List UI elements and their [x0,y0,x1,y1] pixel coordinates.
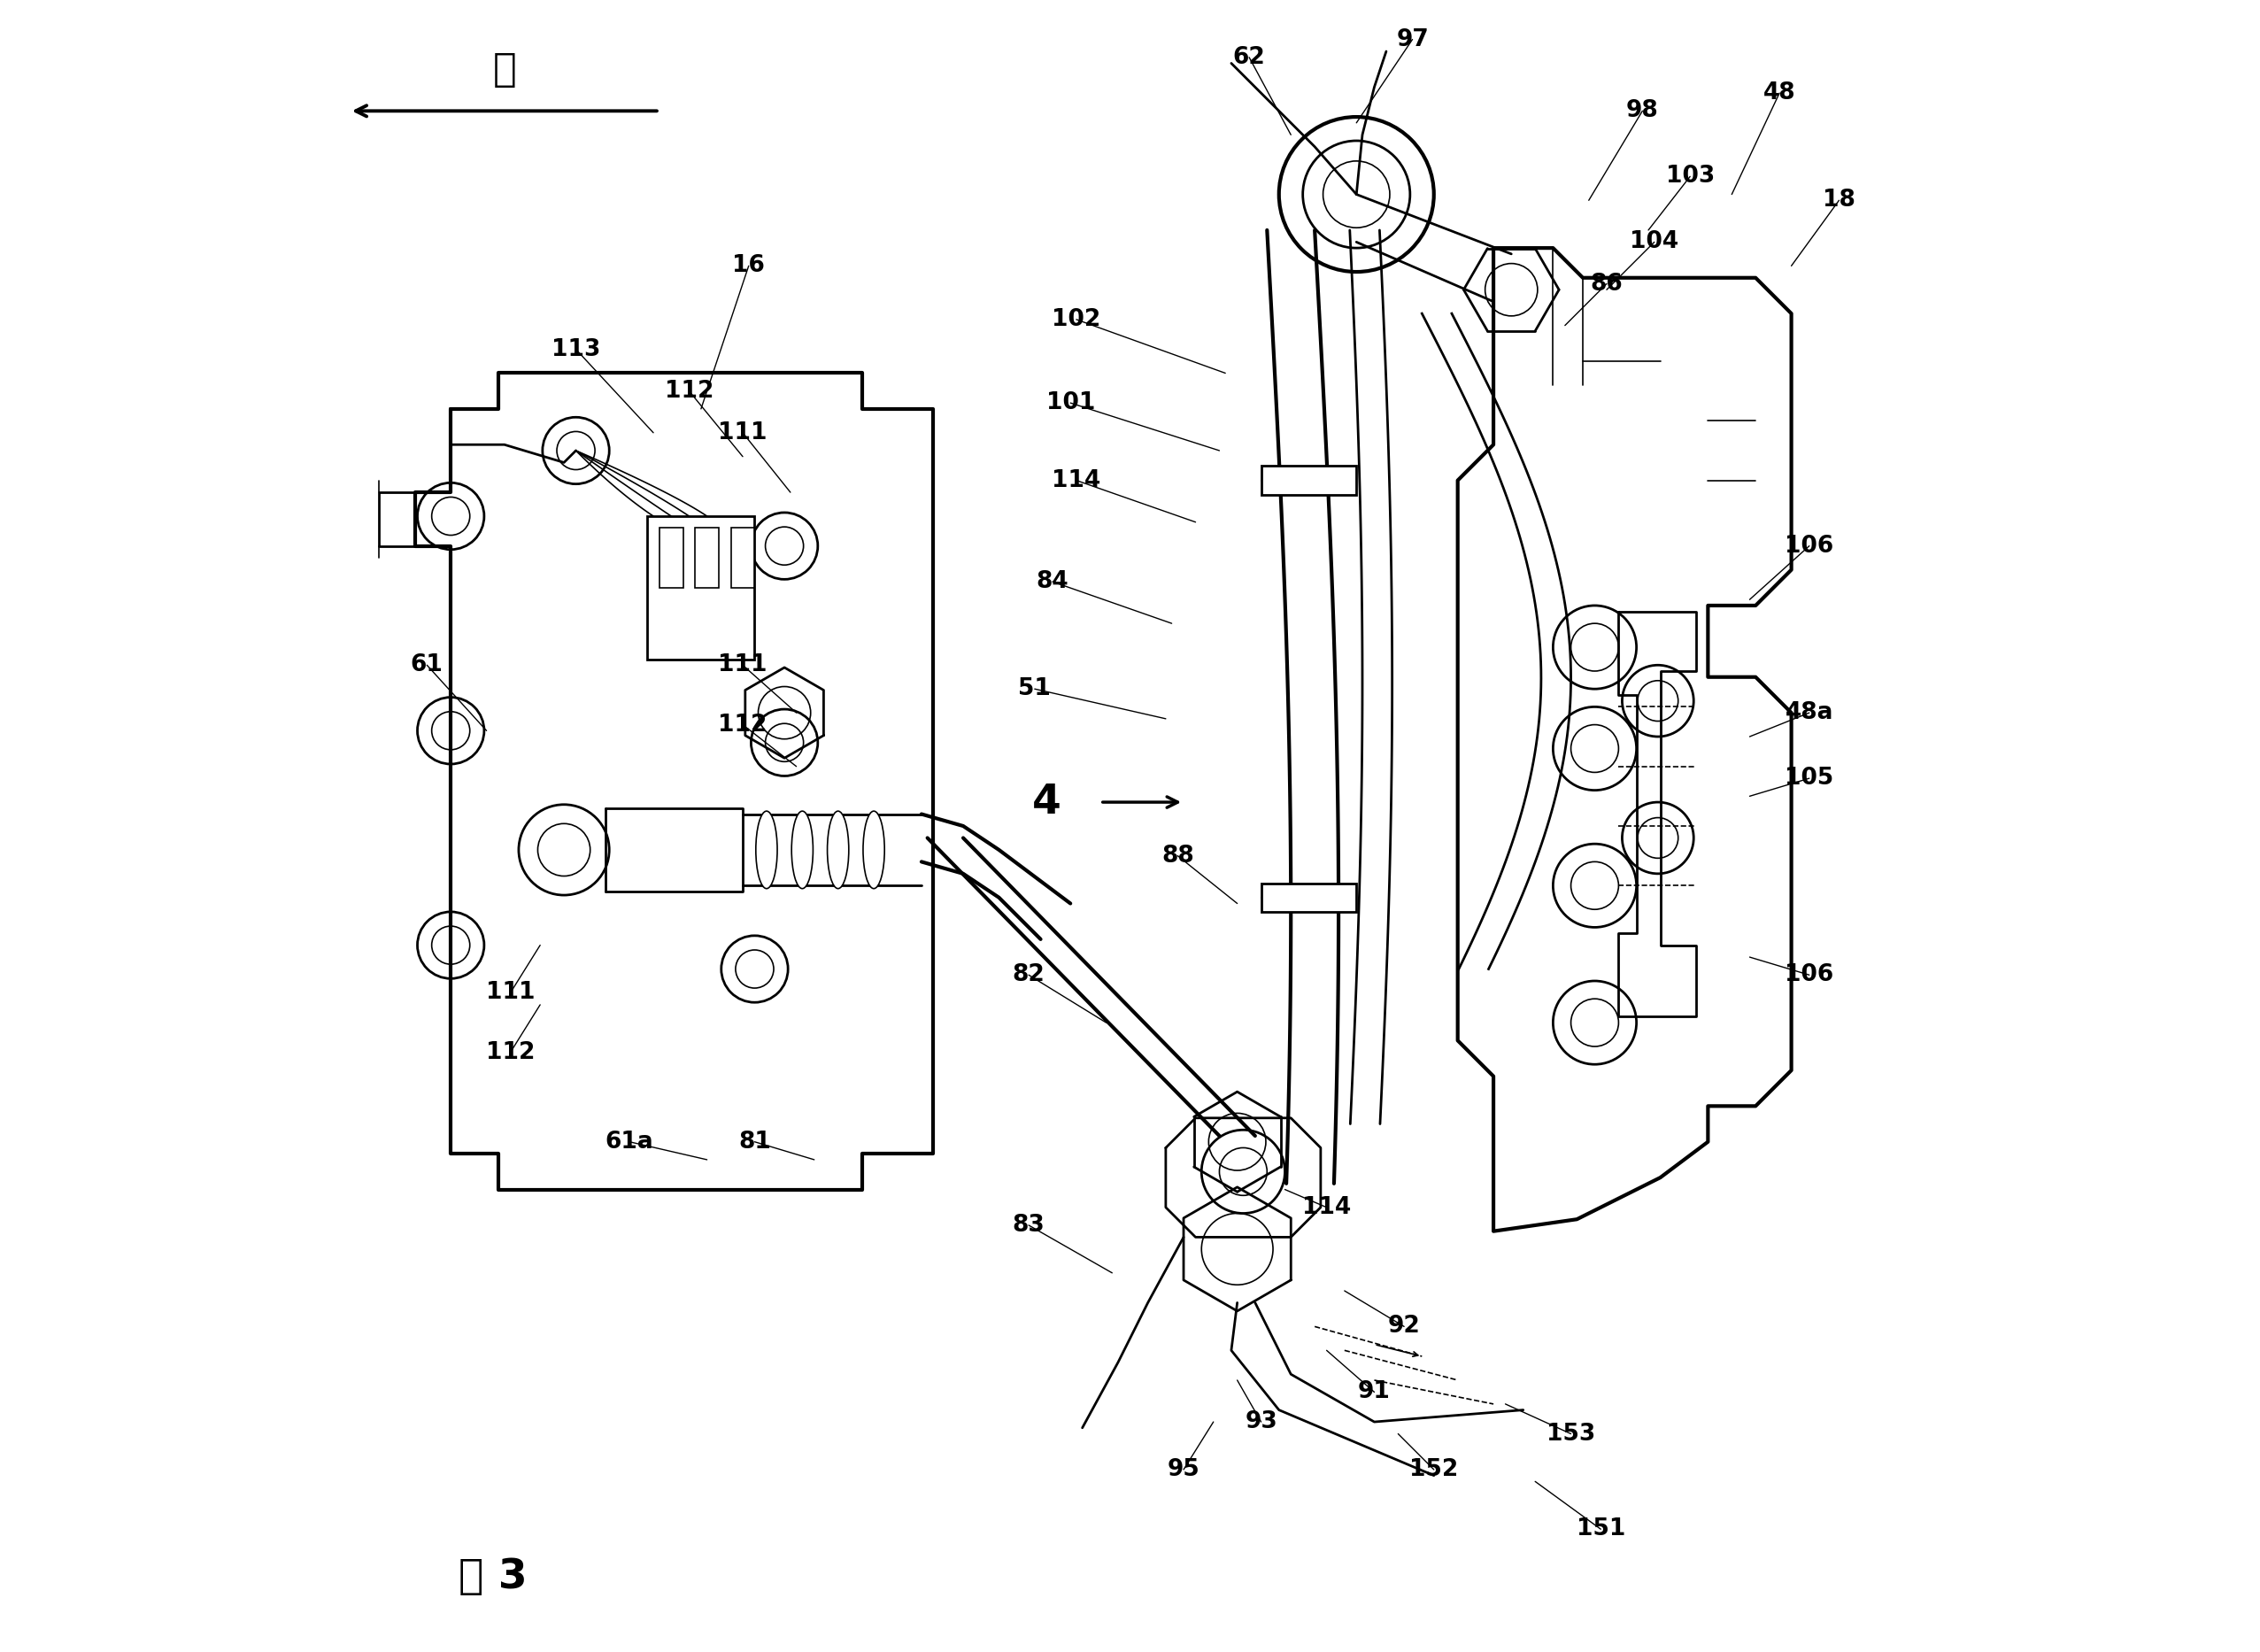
Text: 111: 111 [719,654,768,677]
Text: 4: 4 [1033,783,1062,823]
Text: 104: 104 [1629,231,1679,253]
Text: 113: 113 [551,337,601,360]
Text: 图 3: 图 3 [459,1556,527,1597]
Ellipse shape [863,811,884,889]
Text: 102: 102 [1051,307,1101,330]
Bar [696,529,719,588]
Text: 103: 103 [1666,165,1715,188]
Text: 95: 95 [1168,1459,1200,1482]
Text: 98: 98 [1627,99,1659,122]
Ellipse shape [791,811,814,889]
Text: 83: 83 [1012,1214,1044,1237]
Text: 16: 16 [732,254,764,278]
Text: 前: 前 [493,50,515,88]
Bar [660,529,683,588]
Text: 106: 106 [1785,535,1833,557]
Text: 61a: 61a [606,1130,653,1153]
Text: 48: 48 [1763,81,1797,104]
Text: 62: 62 [1234,46,1266,69]
Text: 112: 112 [719,714,766,737]
Bar [1261,884,1356,912]
Text: 97: 97 [1397,28,1428,51]
Text: 153: 153 [1546,1422,1596,1446]
Text: 114: 114 [1302,1196,1351,1219]
Text: 106: 106 [1785,963,1833,986]
Text: 61: 61 [411,654,443,677]
Text: 111: 111 [719,421,768,444]
Bar [1261,466,1356,494]
Bar [646,515,755,659]
Text: 151: 151 [1575,1518,1625,1541]
Text: 88: 88 [1162,844,1193,867]
Text: 112: 112 [664,380,714,403]
Text: 84: 84 [1037,570,1069,593]
Text: 111: 111 [486,981,536,1004]
Text: 114: 114 [1051,469,1101,492]
Text: 82: 82 [1012,963,1044,986]
Text: 112: 112 [486,1041,536,1064]
Text: 152: 152 [1410,1459,1458,1482]
Text: 18: 18 [1824,188,1855,211]
Text: 81: 81 [739,1130,771,1153]
Text: 91: 91 [1358,1381,1390,1404]
Text: 48a: 48a [1785,702,1833,724]
Text: 101: 101 [1046,392,1094,415]
Bar [730,529,755,588]
Text: 86: 86 [1591,273,1623,296]
Ellipse shape [827,811,850,889]
Text: 93: 93 [1245,1411,1277,1434]
Text: 105: 105 [1785,767,1833,790]
Ellipse shape [755,811,777,889]
Text: 51: 51 [1019,677,1051,700]
Text: 92: 92 [1388,1315,1419,1338]
